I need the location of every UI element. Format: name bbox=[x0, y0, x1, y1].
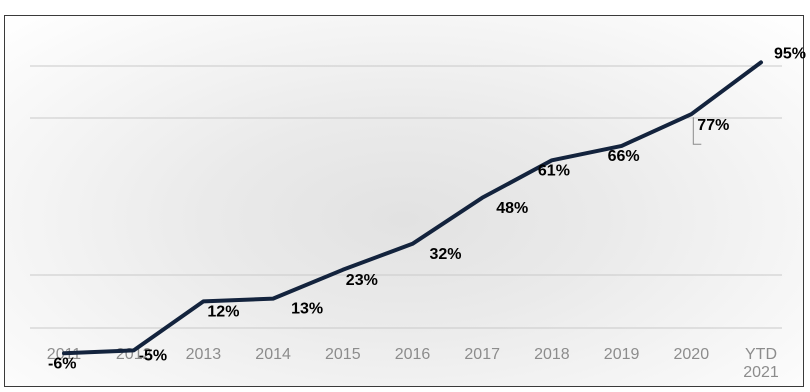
data-label: 77% bbox=[697, 117, 729, 134]
chart-area bbox=[4, 15, 804, 387]
data-label: -5% bbox=[139, 347, 167, 364]
data-label: 23% bbox=[346, 272, 378, 289]
data-label: 12% bbox=[207, 303, 239, 320]
data-label-leader-line bbox=[692, 117, 702, 145]
x-tick-label: 2019 bbox=[604, 346, 640, 363]
data-label: 13% bbox=[291, 301, 323, 318]
x-axis-tick-labels: 2011 2012 2013 2014 2015 2016 2017 2018 2019 2020… bbox=[47, 346, 779, 381]
x-tick-label: 2014 bbox=[255, 346, 291, 363]
series-line bbox=[62, 60, 763, 356]
x-tick-label: 2015 bbox=[325, 346, 361, 363]
x-tick-label: YTD 2021 bbox=[743, 346, 779, 381]
gridlines bbox=[30, 65, 782, 329]
data-label: 95% bbox=[774, 45, 806, 62]
data-label: 66% bbox=[608, 148, 640, 165]
data-labels: -6% -5% 12% 13% 23% 32% 48% 61% 66% 77% 95% bbox=[48, 45, 806, 372]
x-tick-label: 2018 bbox=[534, 346, 570, 363]
x-tick-label: 2016 bbox=[395, 346, 431, 363]
x-tick-label: 2013 bbox=[186, 346, 222, 363]
series bbox=[62, 60, 763, 356]
data-label: -6% bbox=[48, 355, 76, 372]
x-tick-label: 2017 bbox=[464, 346, 500, 363]
x-tick-label: 2020 bbox=[674, 346, 710, 363]
data-label: 48% bbox=[496, 200, 528, 217]
data-label: 32% bbox=[430, 246, 462, 263]
data-label: 61% bbox=[538, 162, 570, 179]
